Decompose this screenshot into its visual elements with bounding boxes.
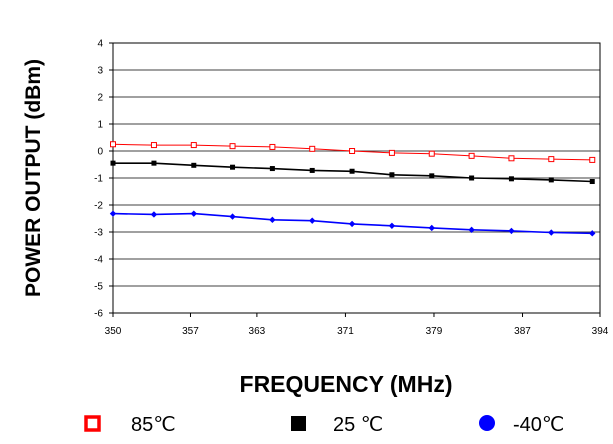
- y-tick-label: -3: [94, 228, 103, 239]
- data-point: [110, 141, 116, 148]
- data-point: [349, 148, 356, 154]
- data-point: [589, 230, 596, 237]
- x-tick-label: 379: [426, 326, 443, 337]
- data-point: [190, 142, 197, 149]
- data-point: [309, 145, 316, 152]
- data-point: [229, 213, 236, 220]
- data-point: [269, 166, 275, 172]
- y-tick-label: 2: [97, 93, 103, 104]
- data-point: [508, 227, 515, 235]
- data-point: [469, 175, 475, 181]
- data-point: [388, 149, 395, 156]
- legend-label-minus40c: -40℃: [513, 414, 564, 436]
- data-point: [110, 160, 116, 166]
- data-point: [269, 216, 276, 224]
- data-point: [388, 222, 396, 229]
- y-tick-label: -6: [94, 309, 103, 320]
- data-point: [468, 226, 475, 234]
- data-point: [269, 143, 276, 150]
- legend: 85℃ 25 ℃ -40℃: [84, 414, 564, 436]
- x-tick-label: 357: [182, 326, 199, 337]
- data-point: [428, 150, 435, 157]
- legend-item-minus40c: -40℃: [479, 414, 564, 436]
- data-point: [508, 155, 515, 162]
- y-tick-label: 4: [97, 39, 103, 50]
- data-point: [151, 160, 157, 166]
- data-point: [548, 156, 555, 163]
- legend-label-25c: 25 ℃: [333, 414, 383, 436]
- data-point: [191, 162, 197, 168]
- y-tick-label: 0: [97, 147, 103, 158]
- x-tick-label: 387: [514, 326, 531, 337]
- data-point: [508, 176, 514, 182]
- data-point: [548, 229, 555, 236]
- data-point: [548, 177, 554, 183]
- legend-marker-25c: [291, 416, 306, 431]
- data-point: [589, 179, 595, 185]
- data-point: [230, 164, 236, 170]
- data-point: [589, 156, 596, 163]
- legend-item-85c: 85℃: [84, 414, 176, 436]
- data-point: [389, 172, 395, 178]
- x-tick-label: 394: [592, 326, 609, 337]
- x-tick-label: 363: [249, 326, 266, 337]
- legend-item-25c: 25 ℃: [291, 414, 383, 436]
- y-tick-label: -4: [94, 255, 103, 266]
- gridlines: [113, 42, 600, 314]
- data-point: [190, 210, 197, 217]
- legend-marker-minus40c: [479, 415, 495, 431]
- data-point: [229, 143, 236, 150]
- x-tick-label: 350: [105, 326, 122, 337]
- data-point: [428, 224, 435, 232]
- data-point: [348, 220, 356, 228]
- y-tick-label: -2: [94, 201, 103, 212]
- data-point: [309, 217, 316, 224]
- x-tick-label: 371: [337, 326, 354, 337]
- y-tick-label: 1: [97, 120, 103, 131]
- data-point: [429, 173, 435, 179]
- legend-label-85c: 85℃: [131, 414, 176, 436]
- y-axis-title: POWER OUTPUT (dBm): [22, 59, 45, 297]
- x-axis-title: FREQUENCY (MHz): [240, 371, 453, 397]
- data-point: [468, 152, 475, 159]
- y-tick-label: -5: [94, 282, 103, 293]
- data-point: [150, 211, 158, 218]
- data-point: [349, 168, 355, 174]
- y-tick-label: 3: [97, 66, 103, 77]
- y-tick-label: -1: [94, 174, 103, 185]
- data-point: [309, 167, 315, 173]
- data-point: [109, 210, 117, 217]
- series-lines: [109, 141, 596, 237]
- data-point: [150, 142, 157, 149]
- legend-marker-85c: [84, 415, 101, 432]
